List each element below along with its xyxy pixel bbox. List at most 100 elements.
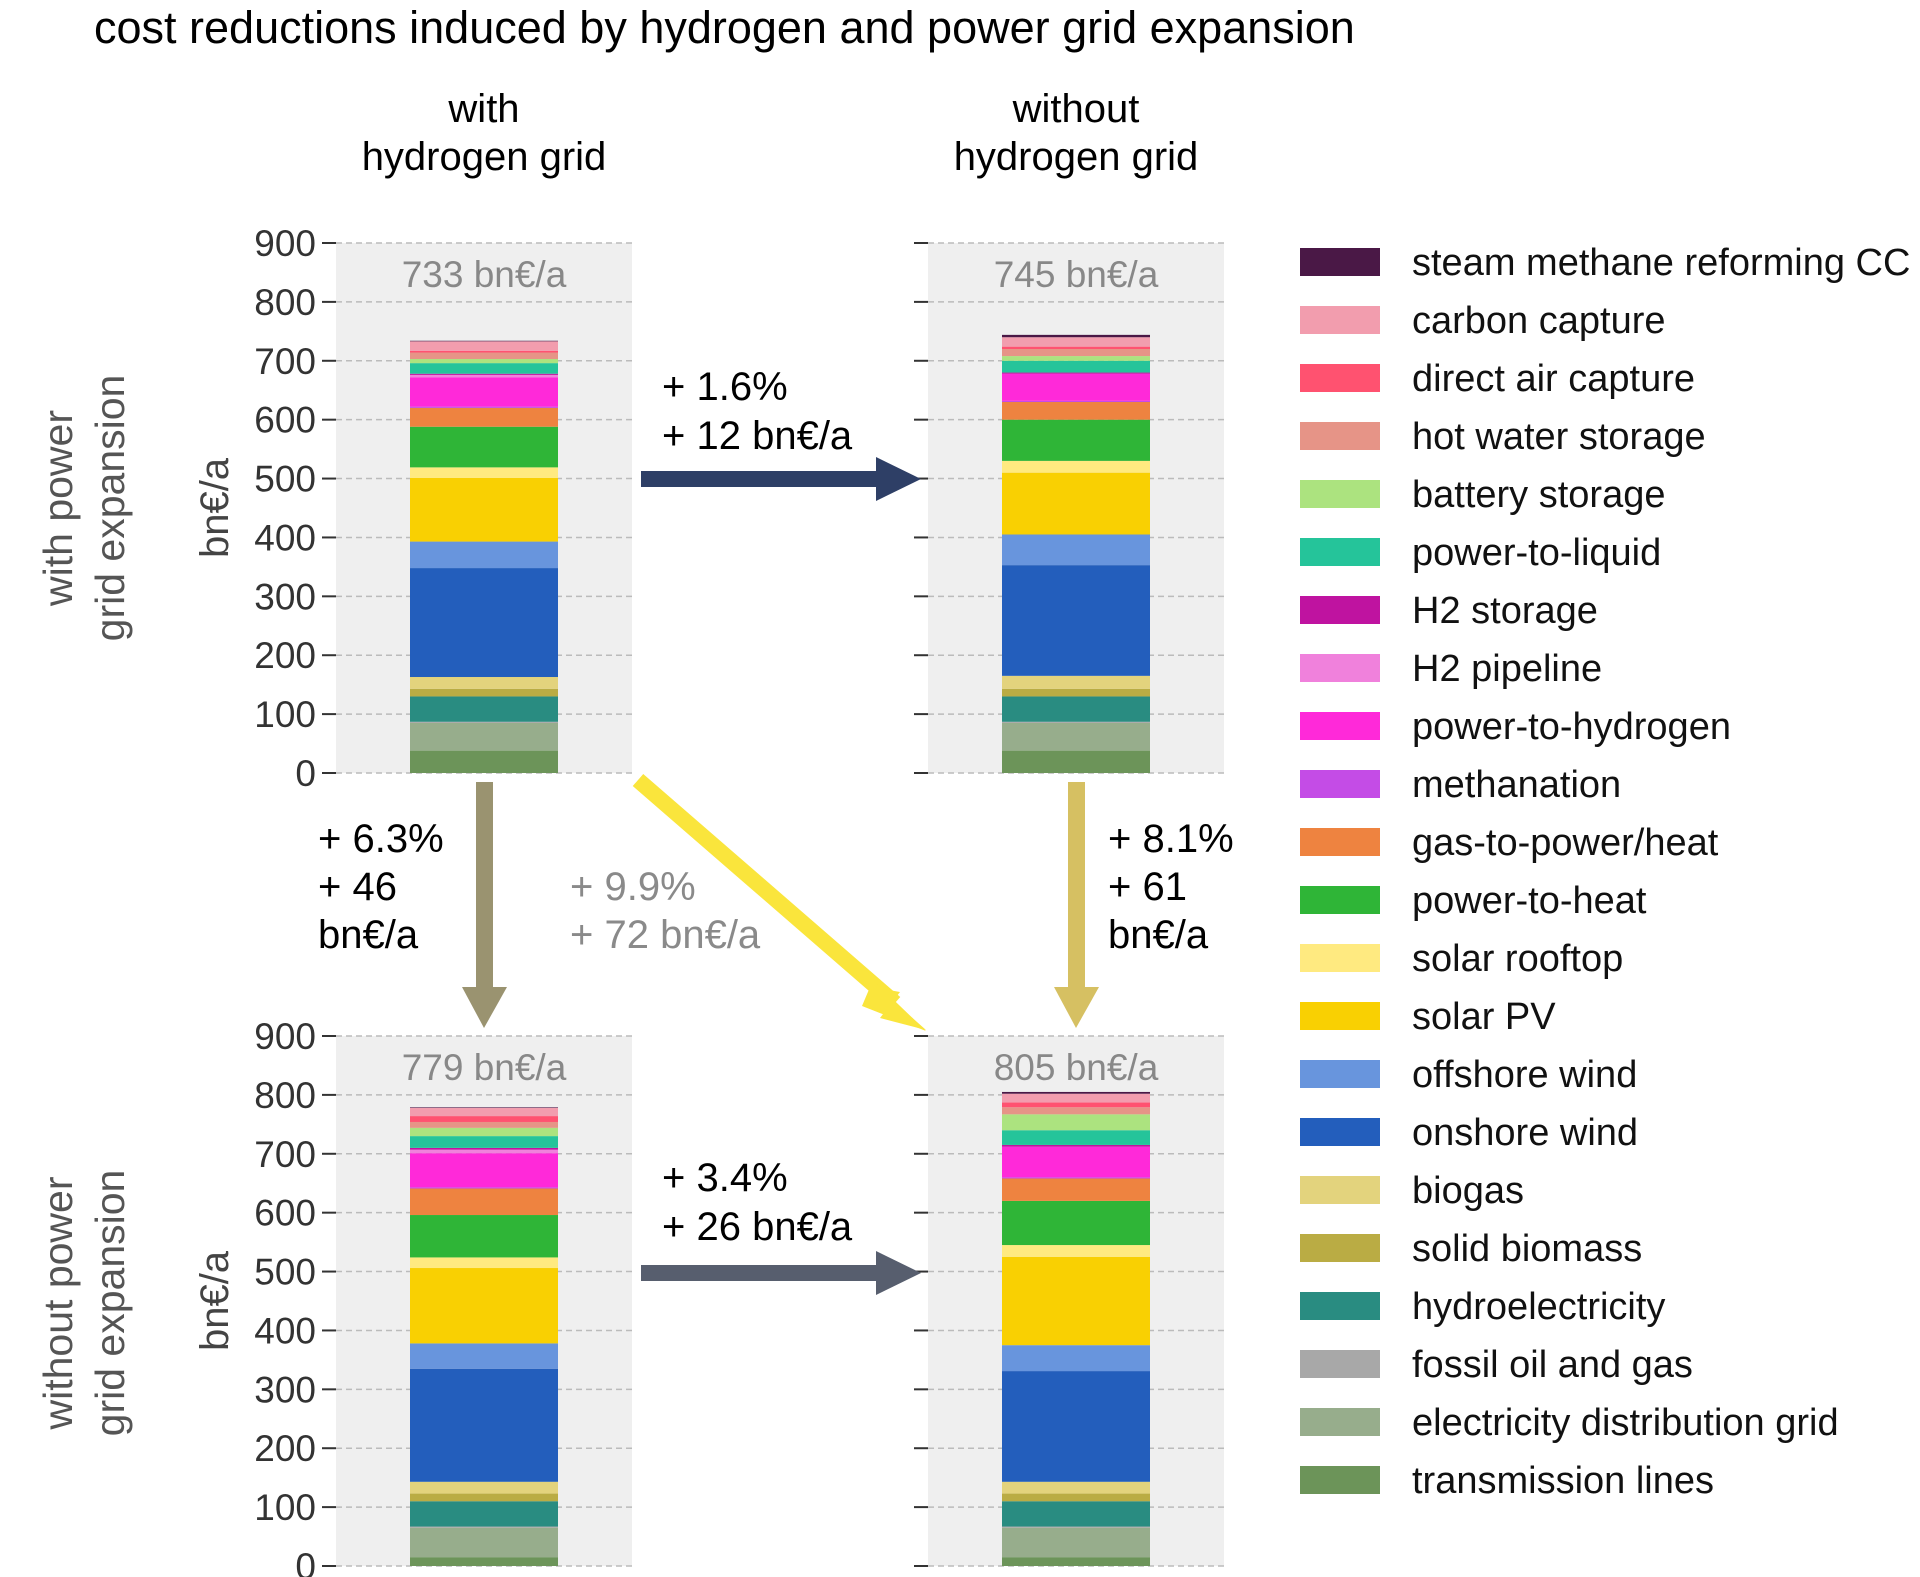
- bar-segment: [410, 350, 558, 353]
- bar-segment: [1002, 1200, 1150, 1246]
- y-tick-label: 500: [254, 1252, 316, 1293]
- bar-segment: [410, 363, 558, 374]
- legend-label: solar rooftop: [1412, 938, 1623, 980]
- legend-item: solar rooftop: [1300, 938, 1623, 980]
- legend-item: solid biomass: [1300, 1228, 1642, 1270]
- legend-label: direct air capture: [1412, 358, 1695, 400]
- legend-item: offshore wind: [1300, 1054, 1637, 1096]
- legend-swatch: [1300, 1466, 1380, 1494]
- bar-segment: [1002, 721, 1150, 723]
- legend-swatch: [1300, 712, 1380, 740]
- legend: steam methane reforming CC carbon capture…: [1300, 242, 1910, 1502]
- bar-segment: [410, 1107, 558, 1108]
- total-label: 733 bn€/a: [402, 254, 567, 295]
- arrow-bottom-shaft: [641, 1265, 881, 1281]
- bar-segment: [410, 359, 558, 364]
- chart-panel: 805 bn€/a: [914, 1035, 1224, 1567]
- bar-segment: [410, 1368, 558, 1482]
- legend-label: offshore wind: [1412, 1054, 1637, 1096]
- bar-segment: [1002, 1481, 1150, 1494]
- legend-item: power-to-hydrogen: [1300, 706, 1731, 748]
- total-label: 779 bn€/a: [402, 1047, 567, 1088]
- legend-item: H2 pipeline: [1300, 648, 1602, 690]
- y-tick-label: 800: [254, 1075, 316, 1116]
- bar-segment: [410, 750, 558, 773]
- legend-label: transmission lines: [1412, 1460, 1714, 1502]
- y-axis-label: bn€/a: [193, 457, 237, 558]
- bar-segment: [1002, 675, 1150, 689]
- y-tick-label: 500: [254, 459, 316, 500]
- legend-label: power-to-liquid: [1412, 532, 1661, 574]
- legend-item: electricity distribution grid: [1300, 1402, 1839, 1444]
- legend-swatch: [1300, 480, 1380, 508]
- bar-segment: [410, 721, 558, 723]
- y-tick-label: 0: [295, 1546, 316, 1577]
- bar-segment: [410, 568, 558, 678]
- bar-segment: [410, 541, 558, 569]
- bar-segment: [1002, 1557, 1150, 1566]
- bar-segment: [410, 1187, 558, 1189]
- row-header-line1: without power: [35, 1177, 81, 1431]
- bar-segment: [410, 1526, 558, 1528]
- arrow-left-line3: bn€/a: [318, 913, 419, 957]
- bar-segment: [410, 1188, 558, 1216]
- legend-swatch: [1300, 770, 1380, 798]
- y-tick-label: 800: [254, 282, 316, 323]
- bar-segment: [410, 373, 558, 375]
- bar-segment: [410, 407, 558, 427]
- y-tick-label: 100: [254, 694, 316, 735]
- bar-segment: [410, 1527, 558, 1558]
- legend-label: power-to-hydrogen: [1412, 706, 1731, 748]
- bar-segment: [1002, 1371, 1150, 1482]
- arrow-right-shaft: [1068, 782, 1085, 992]
- bar-segment: [410, 1268, 558, 1344]
- legend-item: power-to-liquid: [1300, 532, 1661, 574]
- arrow-diagonal-line2: + 72 bn€/a: [570, 913, 761, 957]
- column-header-without-h2: without hydrogen grid: [954, 87, 1199, 179]
- bar-segment: [410, 1501, 558, 1527]
- arrow-left-shaft: [476, 782, 493, 992]
- legend-item: gas-to-power/heat: [1300, 822, 1719, 864]
- bar-segment: [1002, 1144, 1150, 1147]
- transition-arrows: + 1.6% + 12 bn€/a + 3.4% + 26 bn€/a + 6.…: [318, 365, 1234, 1295]
- row-header-line1: with power: [35, 410, 81, 607]
- arrow-diagonal-tip: [862, 980, 926, 1031]
- bar-segment: [1002, 722, 1150, 751]
- legend-swatch: [1300, 944, 1380, 972]
- legend-label: hot water storage: [1412, 416, 1706, 458]
- legend-swatch: [1300, 828, 1380, 856]
- legend-label: gas-to-power/heat: [1412, 822, 1719, 864]
- legend-swatch: [1300, 596, 1380, 624]
- bar-segment: [1002, 1256, 1150, 1346]
- legend-label: hydroelectricity: [1412, 1286, 1665, 1328]
- y-tick-label: 600: [254, 1193, 316, 1234]
- arrow-left-line1: + 6.3%: [318, 817, 444, 861]
- arrow-right-line2: + 61: [1108, 865, 1187, 909]
- arrow-left-head: [462, 987, 507, 1028]
- legend-label: fossil oil and gas: [1412, 1344, 1693, 1386]
- y-tick-label: 600: [254, 400, 316, 441]
- column-header-with-h2: with hydrogen grid: [362, 87, 607, 179]
- bar-segment: [1002, 373, 1150, 401]
- arrow-left-line2: + 46: [318, 865, 397, 909]
- row-header-without-power: without power grid expansion: [35, 1170, 133, 1437]
- y-tick-label: 400: [254, 1310, 316, 1351]
- bar-segment: [1002, 356, 1150, 361]
- legend-swatch: [1300, 1002, 1380, 1030]
- bar-segment: [1002, 1527, 1150, 1558]
- arrow-top: + 1.6% + 12 bn€/a: [641, 365, 921, 501]
- bar-segment: [1002, 565, 1150, 676]
- y-tick-label: 300: [254, 576, 316, 617]
- bar-segment: [410, 1481, 558, 1494]
- legend-swatch: [1300, 1408, 1380, 1436]
- y-axis-label: bn€/a: [193, 1250, 237, 1351]
- bar-segment: [410, 477, 558, 542]
- bar-segment: [1002, 688, 1150, 697]
- bar-segment: [410, 1116, 558, 1122]
- bar-segment: [1002, 1245, 1150, 1257]
- bar-segment: [1002, 360, 1150, 373]
- bar-segment: [410, 688, 558, 697]
- bar-segment: [410, 1257, 558, 1269]
- bar-segment: [1002, 1178, 1150, 1201]
- bar-segment: [410, 1136, 558, 1148]
